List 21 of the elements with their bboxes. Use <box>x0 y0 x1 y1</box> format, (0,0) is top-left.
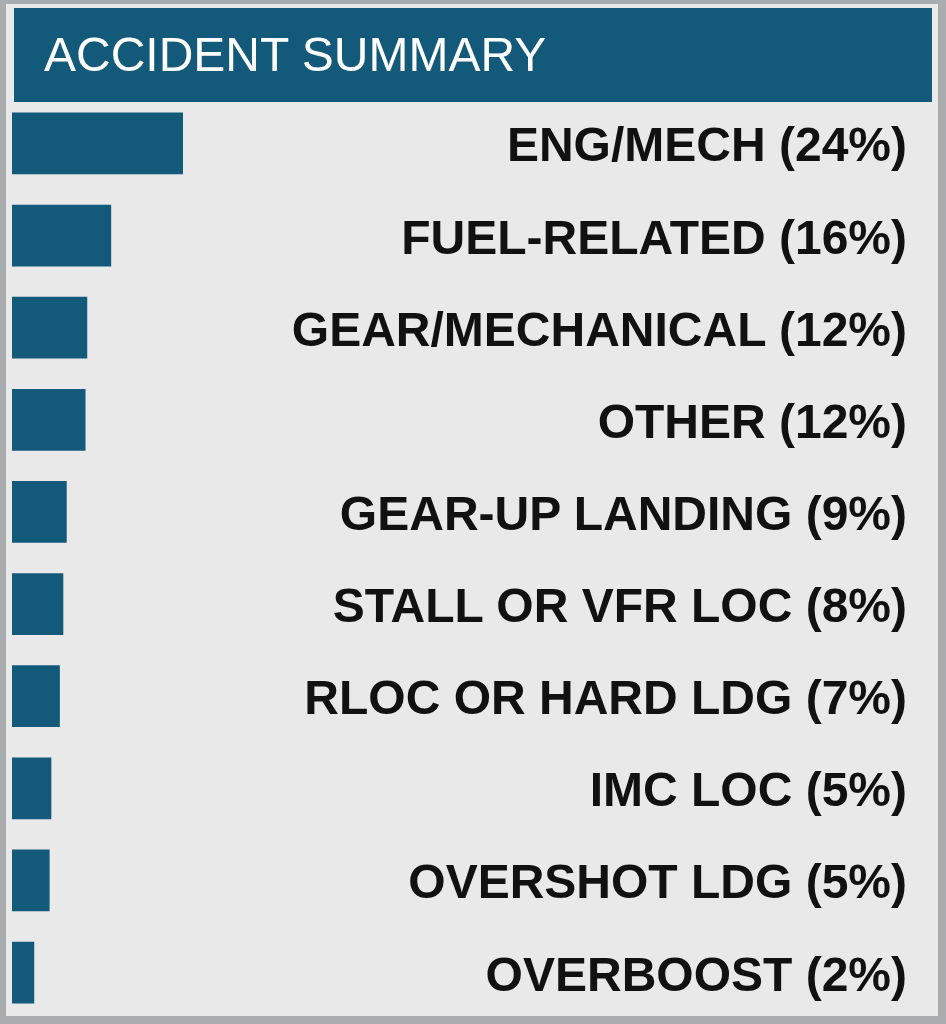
y-tick-label: OVERBOOST (2%) <box>485 947 907 1001</box>
bar <box>12 757 52 820</box>
y-tick-label: IMC LOC (5%) <box>589 763 907 817</box>
bar <box>12 665 60 728</box>
y-tick-label: OVERSHOT LDG (5%) <box>408 855 907 909</box>
text: ACCIDENT SUMMARY <box>14 8 932 102</box>
bar <box>12 573 64 635</box>
y-tick-label: OTHER (12%) <box>597 394 907 448</box>
y-tick-label: FUEL-RELATED (16%) <box>401 210 907 264</box>
y-tick-label: GEAR/MECHANICAL (12%) <box>291 302 907 356</box>
bar <box>12 849 50 912</box>
y-tick-label: STALL OR VFR LOC (8%) <box>332 579 907 633</box>
y-tick-label: GEAR-UP LANDING (9%) <box>339 486 907 540</box>
bar <box>12 204 112 267</box>
bar <box>12 481 67 543</box>
bar <box>12 296 88 359</box>
bar <box>12 941 35 1004</box>
y-tick-label: RLOC OR HARD LDG (7%) <box>304 671 907 725</box>
bar <box>12 388 86 451</box>
y-tick-label: ENG/MECH (24%) <box>506 118 907 172</box>
bar <box>12 112 183 175</box>
